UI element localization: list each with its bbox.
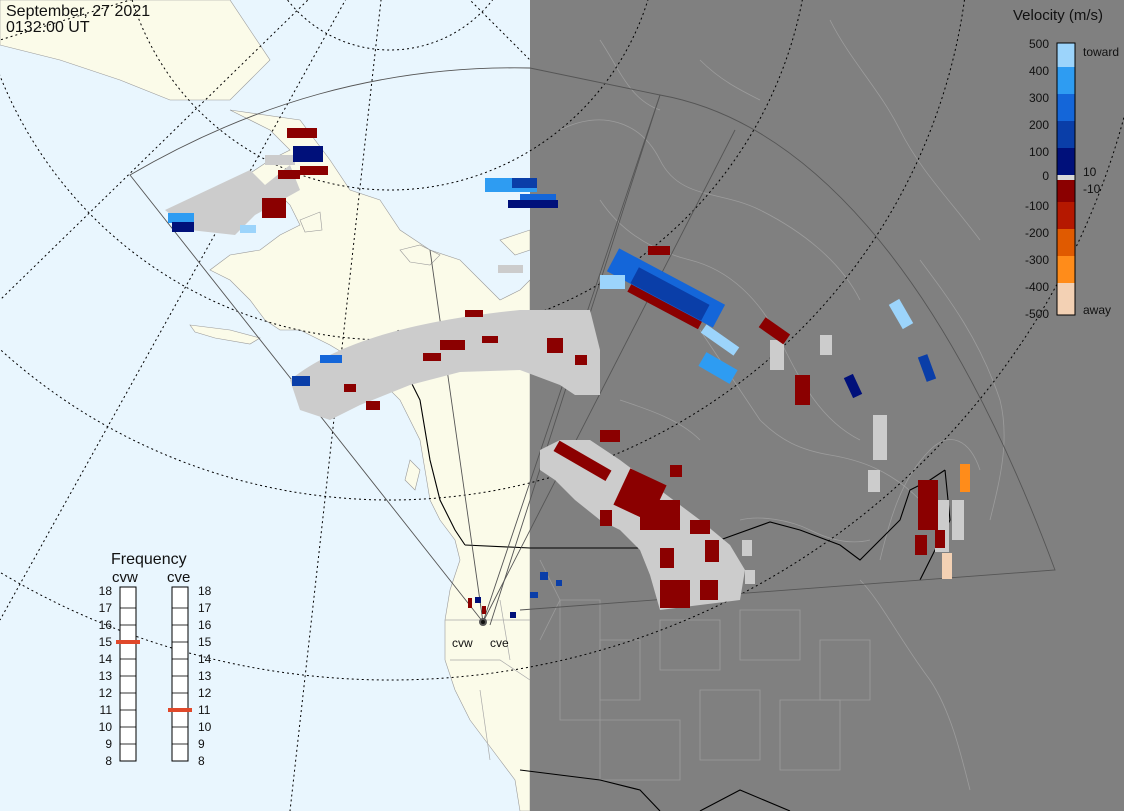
frequency-tick-label: 10 xyxy=(99,720,113,734)
night-side xyxy=(530,0,1124,811)
land-dayside xyxy=(0,0,531,811)
frequency-title: Frequency xyxy=(111,551,187,568)
frequency-tick-label: 8 xyxy=(105,754,112,768)
colorbar-swatch xyxy=(1057,283,1075,315)
colorbar-away-label: away xyxy=(1083,303,1111,317)
frequency-marker xyxy=(168,708,192,712)
colorbar-tick-label: -400 xyxy=(1025,280,1049,294)
frequency-tick-label: 14 xyxy=(198,652,212,666)
colorbar-swatch xyxy=(1057,43,1075,67)
state-lines-day xyxy=(445,599,531,761)
colorbar-tick-label: -500 xyxy=(1025,307,1049,321)
frequency-tick-label: 14 xyxy=(99,652,113,666)
colorbar-title: Velocity (m/s) xyxy=(1013,7,1103,24)
colorbar-tick-labels: 500400300200100100-10-100-200-300-400-50… xyxy=(1025,37,1101,321)
night-coastlines xyxy=(539,19,1005,791)
frequency-tick-label: 12 xyxy=(99,686,113,700)
colorbar-swatch xyxy=(1057,67,1075,94)
colorbar-swatch xyxy=(1057,175,1075,180)
colorbar-swatch xyxy=(1057,121,1075,148)
colorbar-tick-label: 100 xyxy=(1029,145,1049,159)
colorbar-tick-label: 400 xyxy=(1029,64,1049,78)
colorbar-tick-label: 10 xyxy=(1083,165,1097,179)
frequency-tick-label: 16 xyxy=(99,618,113,632)
frequency-scale-frame xyxy=(119,586,137,762)
frequency-tick-label: 15 xyxy=(99,635,113,649)
frequency-tick-label: 12 xyxy=(198,686,212,700)
colorbar-tick-label: -200 xyxy=(1025,226,1049,240)
radar-label-cvw: cvw xyxy=(452,636,473,650)
frequency-tick-label: 18 xyxy=(198,584,212,598)
cvw-fov xyxy=(129,67,661,626)
frequency-marker xyxy=(116,640,140,644)
time-label: 0132:00 UT xyxy=(6,19,90,36)
frequency-tick-label: 8 xyxy=(198,754,205,768)
colorbar-frame xyxy=(1056,42,1076,316)
frequency-panel: Frequency cvw cve 18 17 16 15 14 13 12 11 10 9 8 1… xyxy=(99,551,212,768)
colorbar-tick-label: 0 xyxy=(1042,169,1049,183)
colorbar-swatch xyxy=(1057,202,1075,229)
colorbar-tick-label: -100 xyxy=(1025,199,1049,213)
date-label: September, 27 2021 xyxy=(6,3,150,20)
colorbar-swatch xyxy=(1057,180,1075,202)
colorbar-tick-label: -300 xyxy=(1025,253,1049,267)
latitude-circles xyxy=(0,0,1124,681)
colorbar-swatch xyxy=(1057,94,1075,121)
radar-label-cve: cve xyxy=(490,636,509,650)
scatter-toward xyxy=(168,146,937,618)
frequency-tick-label: 11 xyxy=(198,703,211,717)
colorbar-swatch xyxy=(1057,256,1075,283)
frequency-tick-label: 15 xyxy=(198,635,212,649)
frequency-label-cvw: cvw xyxy=(112,569,138,586)
colorbar-swatch xyxy=(1057,148,1075,175)
frequency-tick-label: 16 xyxy=(198,618,212,632)
radar-site-marker xyxy=(479,618,487,626)
frequency-tick-label: 13 xyxy=(198,669,212,683)
radar-fov-outlines xyxy=(129,67,1056,626)
cve-fov xyxy=(429,94,1056,623)
colorbar-swatches xyxy=(1057,43,1075,315)
colorbar-swatch xyxy=(1057,229,1075,256)
velocity-colorbar: Velocity (m/s) 500400300200100100-10-100… xyxy=(1013,7,1119,321)
colorbar-tick-label: -10 xyxy=(1083,182,1101,196)
frequency-tick-label: 17 xyxy=(99,601,113,615)
frequency-scale-frame xyxy=(171,586,189,762)
colorbar-toward-label: toward xyxy=(1083,45,1119,59)
frequency-scale-cvw: 18 17 16 15 14 13 12 11 10 9 8 xyxy=(99,584,140,768)
scatter-away-high xyxy=(942,464,970,579)
frequency-tick-label: 17 xyxy=(198,601,212,615)
frequency-label-cve: cve xyxy=(167,569,190,586)
frequency-tick-label: 13 xyxy=(99,669,113,683)
frequency-tick-label: 9 xyxy=(198,737,205,751)
colorbar-tick-label: 300 xyxy=(1029,91,1049,105)
longitude-meridians xyxy=(0,0,531,811)
frequency-tick-label: 11 xyxy=(100,703,113,717)
frequency-scale-cve: 18 17 16 15 14 13 12 11 10 9 8 xyxy=(168,584,212,768)
scatter-away xyxy=(262,128,945,614)
frequency-tick-label: 10 xyxy=(198,720,212,734)
frequency-tick-label: 18 xyxy=(99,584,113,598)
colorbar-tick-label: 500 xyxy=(1029,37,1049,51)
colorbar-tick-label: 200 xyxy=(1029,118,1049,132)
frequency-tick-label: 9 xyxy=(105,737,112,751)
